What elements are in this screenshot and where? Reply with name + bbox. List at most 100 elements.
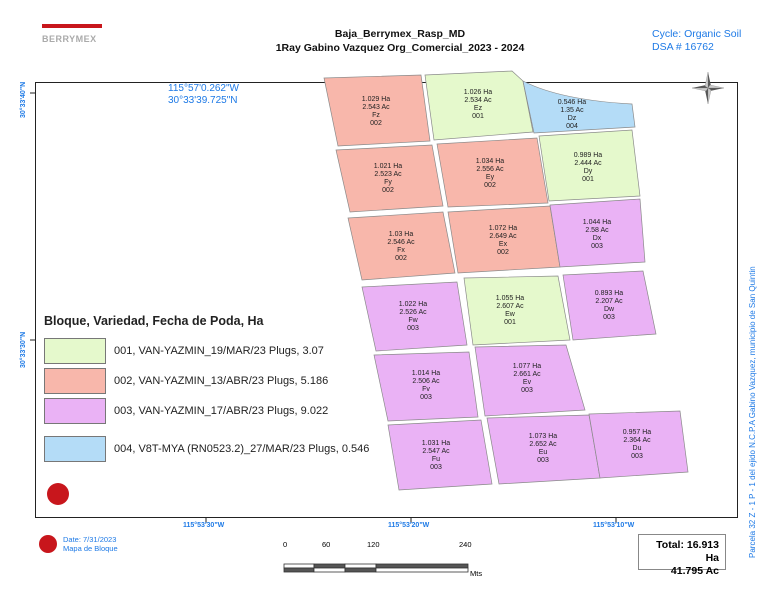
legend-swatch bbox=[44, 368, 106, 394]
compass-rose-icon bbox=[691, 71, 725, 105]
parcel-label: 1.026 Ha bbox=[464, 89, 493, 96]
parcel-label: Dz bbox=[568, 115, 577, 122]
parcel-shape bbox=[474, 344, 586, 417]
parcel-label: 1.014 Ha bbox=[412, 370, 441, 377]
legend-item: 002, VAN-YAZMIN_13/ABR/23 Plugs, 5.186 bbox=[44, 366, 369, 396]
parcel-label: 1.35 Ac bbox=[560, 107, 584, 114]
parcel-label: 1.073 Ha bbox=[529, 433, 558, 440]
date-text: Date: 7/31/2023 bbox=[63, 535, 117, 544]
parcel-shape bbox=[347, 211, 456, 281]
parcel-label: 0.989 Ha bbox=[574, 152, 603, 159]
parcel-label: 003 bbox=[631, 453, 643, 460]
legend-swatch bbox=[44, 398, 106, 424]
map-title: Baja_Berrymex_Rasp_MD 1Ray Gabino Vazquez… bbox=[230, 27, 570, 55]
parcel-label: Ez bbox=[474, 105, 483, 112]
parcel-label: 2.444 Ac bbox=[574, 160, 602, 167]
title-line1: Baja_Berrymex_Rasp_MD bbox=[334, 28, 466, 40]
parcel-label: 1.072 Ha bbox=[489, 225, 518, 232]
cycle-text: Cycle: Organic Soil bbox=[652, 28, 742, 40]
legend-title: Bloque, Variedad, Fecha de Poda, Ha bbox=[44, 314, 264, 328]
scale-label: 240 bbox=[459, 540, 472, 549]
parcel-label: 1.031 Ha bbox=[422, 440, 451, 447]
scale-label: 0 bbox=[283, 540, 288, 549]
parcel-label: Ew bbox=[505, 311, 516, 318]
parcel-label: 2.661 Ac bbox=[513, 371, 541, 378]
parcel-label: 003 bbox=[420, 394, 432, 401]
parcel-label: 002 bbox=[395, 255, 407, 262]
parcel-label: 2.526 Ac bbox=[399, 309, 427, 316]
parcel-label: 003 bbox=[537, 457, 549, 464]
scale-label: 120 bbox=[367, 540, 380, 549]
cycle-info: Cycle: Organic Soil DSA # 16762 bbox=[652, 28, 741, 54]
parcel-label: 0.893 Ha bbox=[595, 290, 624, 297]
parcel-label: 2.58 Ac bbox=[585, 227, 609, 234]
parcel-label: 001 bbox=[472, 113, 484, 120]
parcel-label: 2.649 Ac bbox=[489, 233, 517, 240]
parcel-label: 004 bbox=[566, 123, 578, 130]
parcel-shape bbox=[387, 419, 493, 491]
berrymex-badge-icon bbox=[39, 535, 57, 553]
legend-item: 001, VAN-YAZMIN_19/MAR/23 Plugs, 3.07 bbox=[44, 336, 369, 366]
parcel-label: 003 bbox=[591, 243, 603, 250]
parcel-label: 002 bbox=[370, 120, 382, 127]
legend-label: 001, VAN-YAZMIN_19/MAR/23 Plugs, 3.07 bbox=[114, 345, 324, 357]
parcel-label: Ev bbox=[523, 379, 532, 386]
legend-swatch bbox=[44, 338, 106, 364]
parcel-label: Fw bbox=[408, 317, 418, 324]
parcel-label: 1.029 Ha bbox=[362, 96, 391, 103]
total-ac: 41.795 Ac bbox=[670, 565, 719, 577]
logo-text: BERRYMEX bbox=[42, 34, 97, 44]
coordinate-readout: 115°57'0.262"W 30°33'39.725"N bbox=[168, 83, 239, 107]
total-box: Total: 16.913 Ha 41.795 Ac bbox=[638, 534, 726, 577]
parcel-label: 0.546 Ha bbox=[558, 99, 587, 106]
parcel-label: 002 bbox=[484, 182, 496, 189]
parcel-label: 2.546 Ac bbox=[387, 239, 415, 246]
berrymex-badge-icon bbox=[47, 483, 69, 505]
title-line2: 1Ray Gabino Vazquez Org_Comercial_2023 -… bbox=[275, 42, 525, 54]
parcel-label: Fy bbox=[384, 179, 392, 186]
parcel-shape bbox=[549, 198, 646, 268]
dsa-text: DSA # 16762 bbox=[652, 41, 714, 53]
parcel-label: Du bbox=[633, 445, 642, 452]
parcel-description: Parcela 32 Z - 1 P - 1 del ejido N.C.P.A… bbox=[748, 266, 757, 558]
coord-lat: 30°33'39.725"N bbox=[168, 95, 238, 106]
parcel-label: Fz bbox=[372, 112, 380, 119]
parcel-label: 001 bbox=[504, 319, 516, 326]
parcel-shape bbox=[463, 275, 571, 346]
parcel-label: Eu bbox=[539, 449, 548, 456]
parcel-label: 002 bbox=[382, 187, 394, 194]
parcel-label: 2.523 Ac bbox=[374, 171, 402, 178]
legend-label: 002, VAN-YAZMIN_13/ABR/23 Plugs, 5.186 bbox=[114, 375, 329, 387]
parcel-label: 2.556 Ac bbox=[476, 166, 504, 173]
legend-item: 004, V8T-MYA (RN0523.2)_27/MAR/23 Plugs,… bbox=[44, 434, 369, 464]
lon-label: 115°53'10"W bbox=[593, 522, 635, 529]
parcel-shape bbox=[538, 129, 641, 202]
parcel-shape bbox=[562, 270, 657, 341]
parcel-label: Ey bbox=[486, 174, 495, 181]
parcel-label: 1.077 Ha bbox=[513, 363, 542, 370]
parcel-shape bbox=[424, 70, 534, 141]
parcel-label: 1.03 Ha bbox=[389, 231, 414, 238]
parcel-label: 2.607 Ac bbox=[496, 303, 524, 310]
parcel-shape bbox=[588, 410, 689, 479]
parcel-label: Ex bbox=[499, 241, 508, 248]
legend: Bloque, Variedad, Fecha de Poda, Ha 001,… bbox=[44, 314, 369, 464]
parcel-label: 2.534 Ac bbox=[464, 97, 492, 104]
